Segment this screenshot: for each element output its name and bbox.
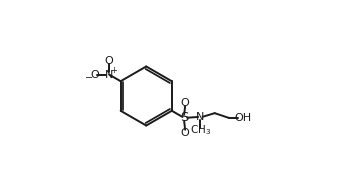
Text: O: O <box>181 98 189 108</box>
Text: O: O <box>181 128 189 138</box>
Text: N: N <box>105 70 113 79</box>
Text: +: + <box>110 66 117 75</box>
Text: OH: OH <box>234 113 251 123</box>
Text: CH$_3$: CH$_3$ <box>190 123 211 137</box>
Text: N: N <box>196 112 205 122</box>
Text: −: − <box>86 73 93 83</box>
Text: O: O <box>105 56 114 66</box>
Text: O: O <box>90 70 99 79</box>
Text: S: S <box>180 111 188 124</box>
